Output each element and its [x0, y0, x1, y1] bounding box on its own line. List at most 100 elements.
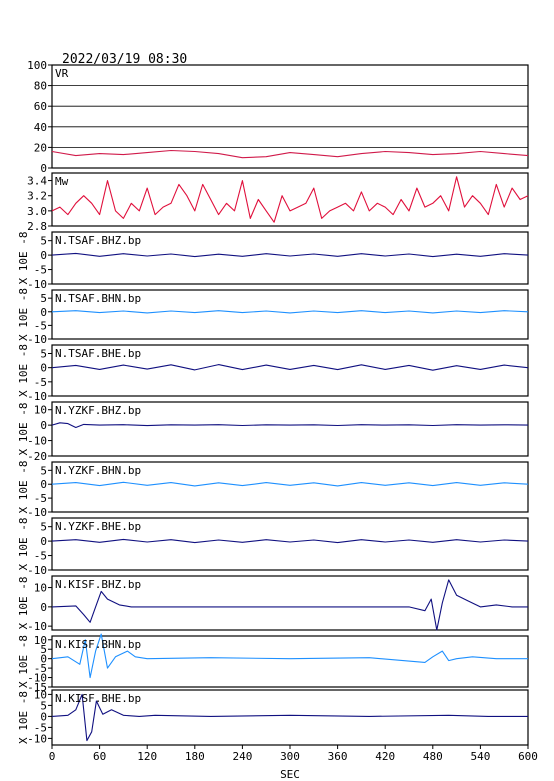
y-tick-label: 5	[40, 699, 47, 712]
y-tick-label: -10	[27, 732, 47, 745]
x-tick-label: 60	[93, 750, 106, 763]
panel-label: N.TSAF.BHE.bp	[55, 347, 141, 360]
y-tick-label: -10	[27, 435, 47, 448]
y-tick-label: 0	[40, 478, 47, 491]
x-tick-label: 300	[280, 750, 300, 763]
y-tick-label: -5	[34, 550, 47, 563]
panel-label: Mw	[55, 175, 69, 188]
panel-frame	[51, 635, 529, 688]
series-line-tsaf-bhn	[51, 310, 529, 314]
y-tick-label: -5	[34, 264, 47, 277]
y-axis-label: X 10E -8	[17, 518, 30, 571]
y-tick-label: 100	[27, 59, 47, 72]
x-tick-label: 120	[137, 750, 157, 763]
y-tick-label: 2.8	[27, 220, 47, 233]
y-tick-label: 0	[40, 419, 47, 432]
y-tick-label: -10	[27, 390, 47, 403]
y-axis-label: X 10E -8	[17, 232, 30, 285]
y-tick-label: 3.2	[27, 190, 47, 203]
series-line-kisf-bhz	[51, 579, 528, 631]
panel-frame	[51, 344, 529, 397]
series-line-mw	[51, 176, 529, 223]
y-tick-label: 0	[40, 362, 47, 375]
y-tick-label: 60	[34, 100, 47, 113]
x-tick-label: 180	[185, 750, 205, 763]
series-line-kisf-bhe	[51, 693, 528, 742]
y-tick-label: 80	[34, 80, 47, 93]
panel-label: N.KISF.BHN.bp	[55, 638, 141, 651]
y-tick-label: 0	[40, 653, 47, 666]
panel-frame	[51, 575, 529, 631]
y-axis-label: X 10E -8	[17, 577, 30, 630]
series-line-kisf-bhn	[51, 633, 528, 679]
panel-label: N.KISF.BHE.bp	[55, 692, 141, 705]
series-line-yzkf-bhz	[51, 422, 529, 429]
panel-label: N.TSAF.BHZ.bp	[55, 234, 141, 247]
y-tick-label: 0	[40, 306, 47, 319]
panel-label: VR	[55, 67, 69, 80]
y-axis-label: X 10E -8	[17, 635, 30, 688]
series-line-vr	[51, 149, 529, 159]
y-tick-label: -20	[27, 450, 47, 463]
y-tick-label: 3.0	[27, 205, 47, 218]
y-tick-label: -10	[27, 564, 47, 577]
y-tick-label: 5	[40, 464, 47, 477]
panel-yzkf-bhz: -20 -10 0 10 N.YZKF.BHZ.bp X 10E -8	[17, 401, 529, 463]
y-axis-label: X 10E -8	[17, 344, 30, 397]
panel-yzkf-bhn: -10-505 N.YZKF.BHN.bp X 10E -8	[17, 461, 529, 519]
panel-vr: 0 20 40 60 80 100 VR	[27, 59, 529, 175]
series-line-tsaf-bhz	[51, 252, 529, 258]
y-tick-label: -15	[27, 681, 47, 694]
x-tick-label: 420	[375, 750, 395, 763]
y-tick-label: -10	[27, 506, 47, 519]
y-tick-label: -5	[34, 721, 47, 734]
panel-frame	[51, 231, 529, 285]
y-tick-label: -5	[34, 376, 47, 389]
y-tick-label: 10	[34, 688, 47, 701]
x-axis: 0 60 120 180 240 300 360 420 480 540 600	[49, 745, 538, 763]
series-line-tsaf-bhe	[51, 364, 529, 371]
y-tick-label: 5	[40, 643, 47, 656]
panel-tsaf-bhz: -10-5 05 N.TSAF.BHZ.bp X 10E -8	[17, 231, 529, 291]
y-tick-label: 0	[40, 601, 47, 614]
x-tick-label: 0	[49, 750, 56, 763]
x-tick-label: 480	[423, 750, 443, 763]
y-tick-label: 5	[40, 348, 47, 361]
panel-frame	[51, 401, 529, 457]
y-tick-label: 10	[34, 634, 47, 647]
y-tick-label: 0	[40, 535, 47, 548]
y-axis-label: X 10E -8	[17, 403, 30, 456]
y-axis-label: X 10E -8	[17, 461, 30, 514]
panel-tsaf-bhn: -10-505 N.TSAF.BHN.bp X 10E -8	[17, 288, 529, 346]
y-tick-label: 0	[40, 249, 47, 262]
y-tick-label: 3.4	[27, 175, 47, 188]
y-tick-label: 10	[34, 404, 47, 417]
y-tick-label: 5	[40, 292, 47, 305]
panel-kisf-bhz: -10 0 10 N.KISF.BHZ.bp X 10E -8	[17, 575, 529, 633]
y-tick-label: 10	[34, 582, 47, 595]
panel-frame	[51, 172, 529, 227]
y-axis-label: X 10E -8	[17, 691, 30, 744]
panel-mw: 2.8 3.0 3.2 3.4 Mw	[27, 172, 529, 233]
y-tick-label: -10	[27, 333, 47, 346]
panel-frame	[51, 517, 529, 571]
x-tick-label: 540	[470, 750, 490, 763]
y-tick-label: 5	[40, 521, 47, 534]
panel-label: N.KISF.BHZ.bp	[55, 578, 141, 591]
panel-frame	[51, 64, 529, 169]
y-tick-label: 40	[34, 121, 47, 134]
panel-yzkf-bhe: -10-5 05 N.YZKF.BHE.bp X 10E -8	[17, 517, 529, 577]
y-axis-label: X 10E -8	[17, 288, 30, 341]
series-line-yzkf-bhe	[51, 538, 529, 544]
timestamp-label: 2022/03/19 08:30	[62, 52, 187, 67]
y-tick-label: -10	[27, 672, 47, 685]
y-tick-label: 0	[40, 710, 47, 723]
y-tick-label: -5	[34, 492, 47, 505]
panel-frame	[51, 289, 529, 340]
y-tick-label: -5	[34, 662, 47, 675]
panel-frame	[51, 461, 529, 513]
y-tick-label: 0	[40, 162, 47, 175]
